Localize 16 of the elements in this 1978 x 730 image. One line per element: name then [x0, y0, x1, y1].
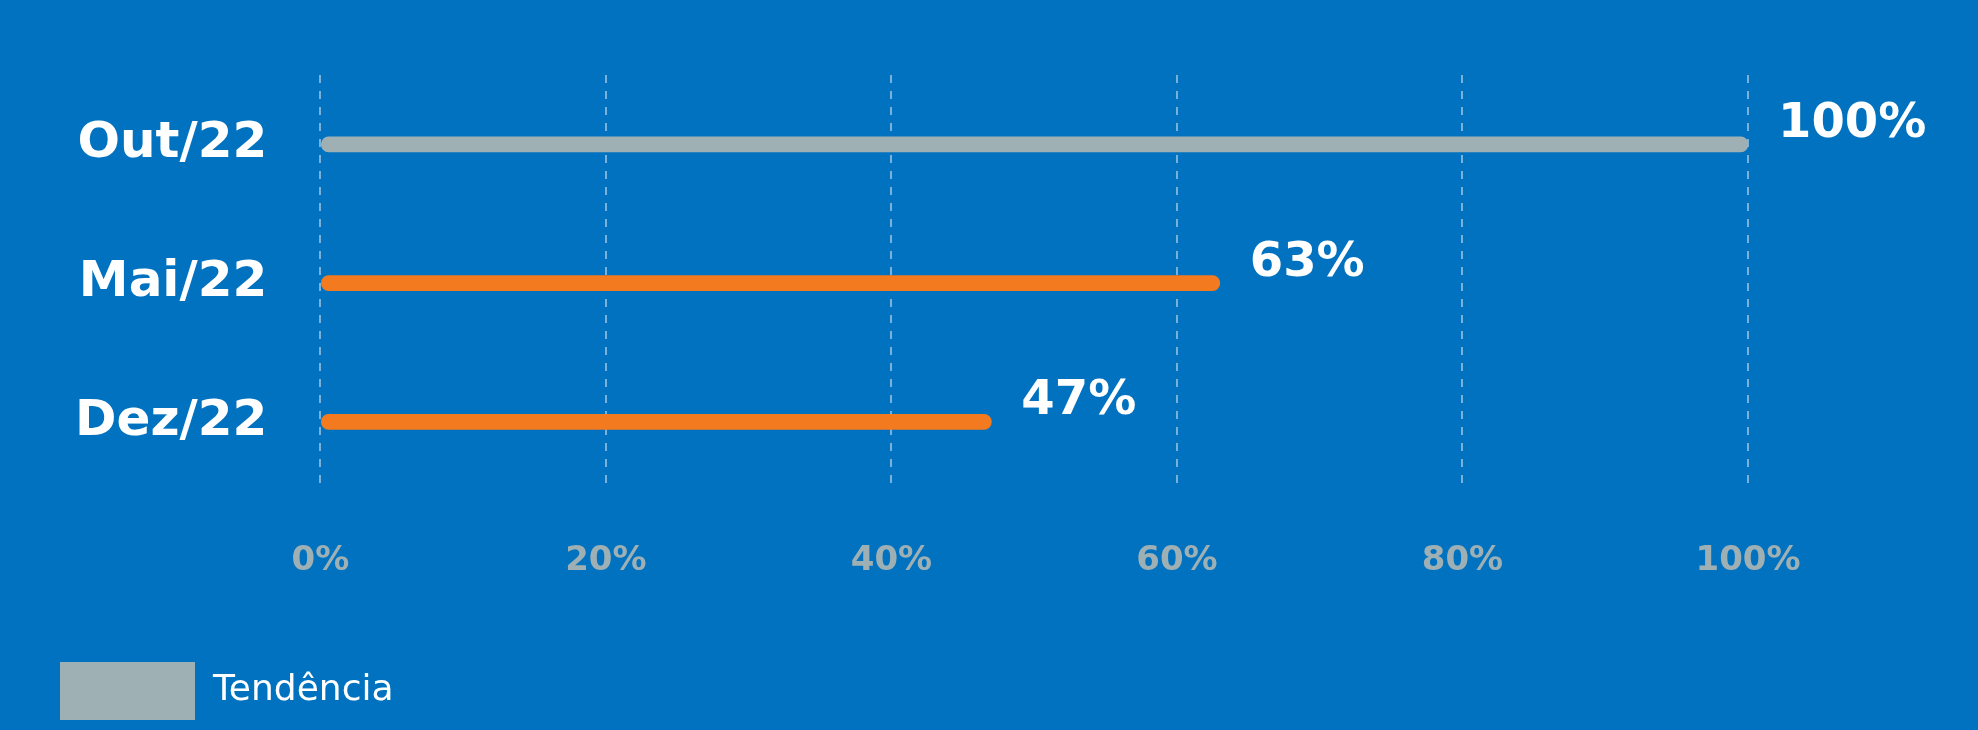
x-tick-label: 20% [565, 538, 647, 579]
bar [321, 275, 1221, 291]
x-tick-label: 80% [1421, 538, 1504, 579]
x-tick-label: 60% [1136, 538, 1218, 579]
bar [321, 136, 1748, 153]
text: 63% [1249, 230, 1365, 287]
x-tick-label: 100% [1695, 538, 1801, 579]
text: 100% [1778, 91, 1927, 148]
x-tick-label: 0% [291, 538, 350, 579]
text: 47% [1021, 369, 1137, 426]
y-tick-label: Mai/22 [78, 250, 268, 309]
legend-label: Tendência [212, 667, 394, 709]
bar [321, 414, 992, 430]
x-tick-label: 40% [850, 538, 933, 579]
y-tick-label: Out/22 [77, 111, 268, 170]
y-tick-label: Dez/22 [75, 388, 268, 447]
